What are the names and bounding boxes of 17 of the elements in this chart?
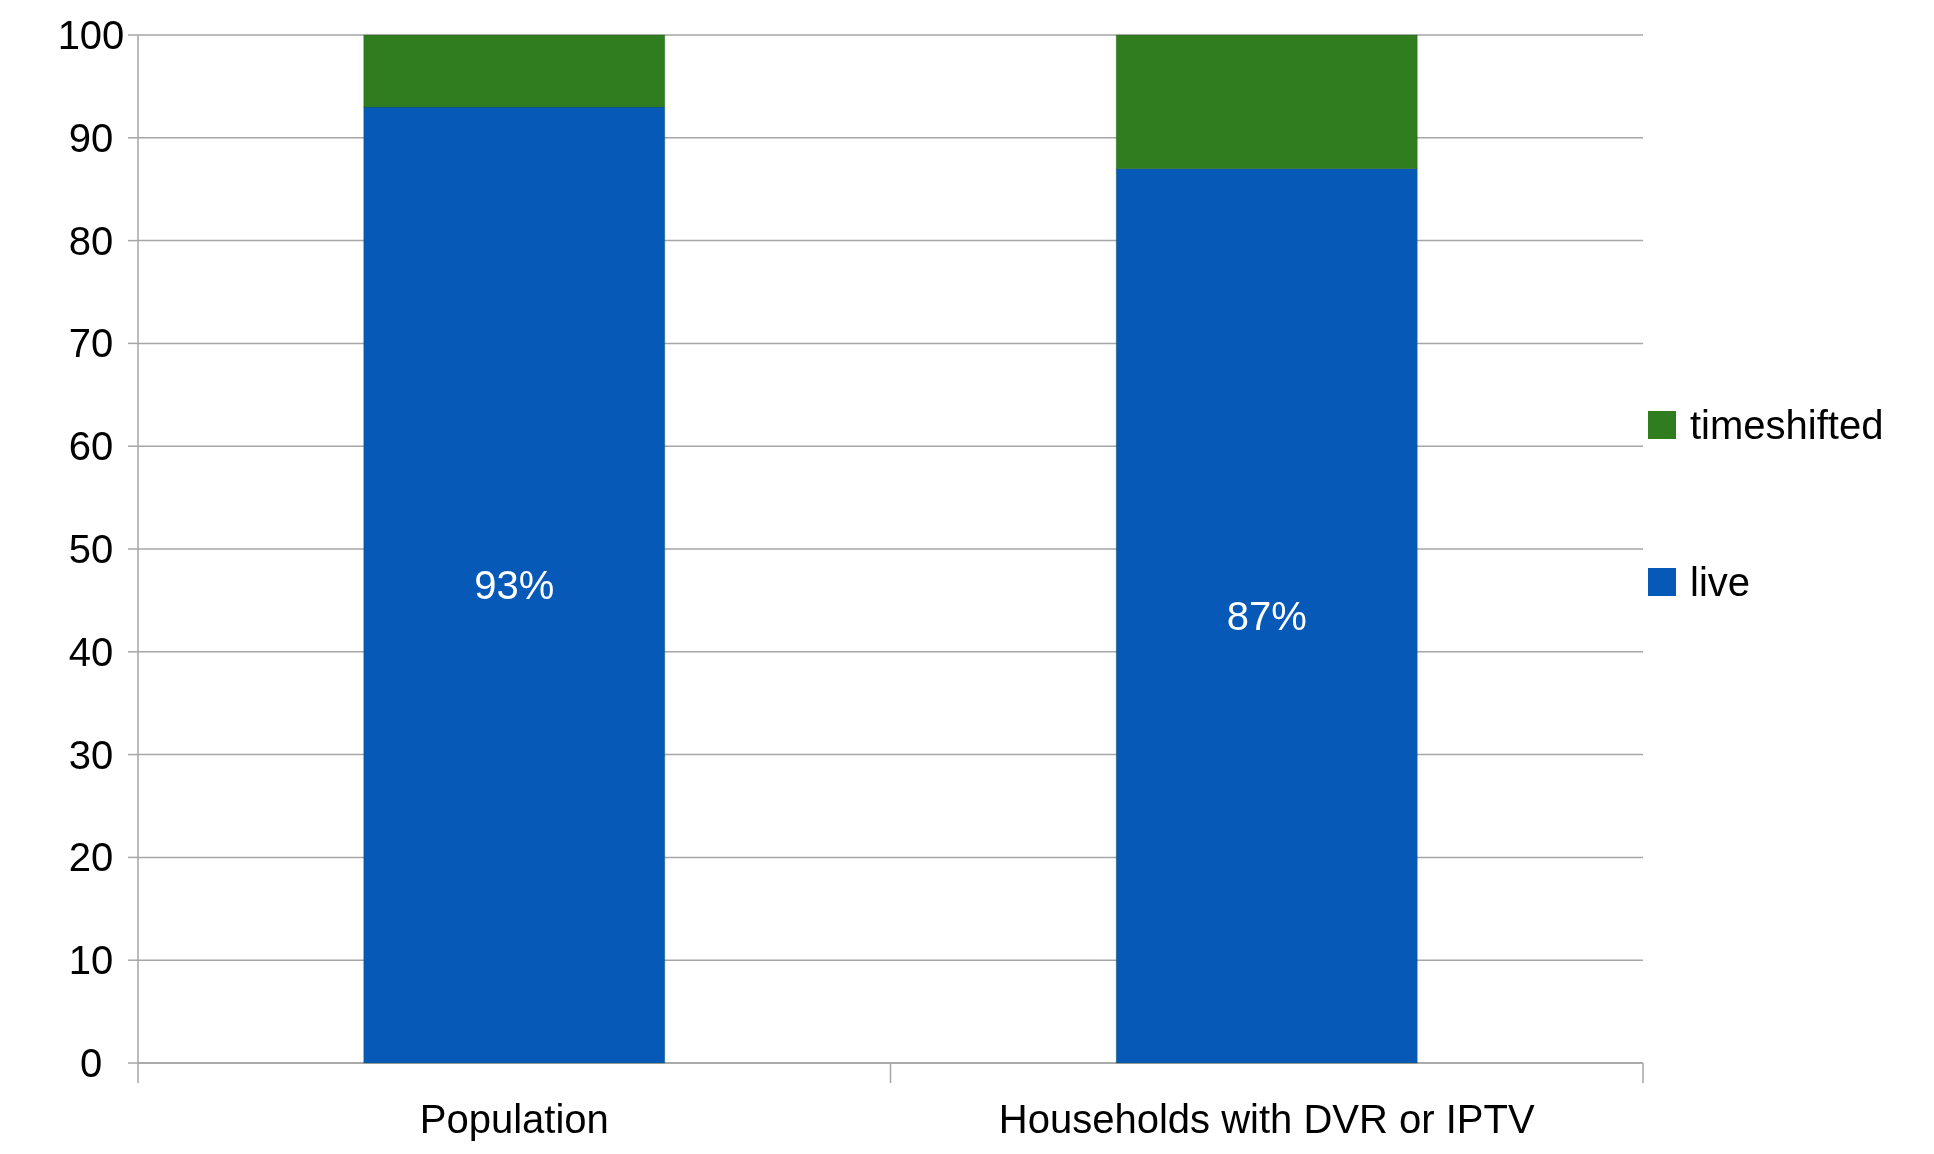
y-tick-label: 40: [68, 629, 114, 674]
x-tick-label: Population: [419, 1097, 609, 1141]
y-tick-label: 80: [68, 218, 114, 263]
data-label: 87%: [1226, 593, 1307, 638]
y-tick-label: 20: [68, 835, 114, 880]
y-tick-label: 0: [79, 1041, 103, 1085]
data-label: 93%: [474, 562, 555, 607]
y-tick-label: 60: [68, 424, 114, 469]
x-tick-label: Households with DVR or IPTV: [998, 1097, 1535, 1141]
legend-label: timeshifted: [1690, 403, 1884, 447]
y-tick-label: 90: [68, 115, 114, 160]
y-tick-label: 30: [68, 732, 114, 777]
legend-label: live: [1690, 560, 1751, 604]
y-tick-label: 100: [57, 13, 125, 57]
y-tick-label: 50: [68, 527, 114, 571]
y-tick-label: 70: [68, 321, 114, 366]
y-tick-label: 10: [68, 938, 114, 983]
